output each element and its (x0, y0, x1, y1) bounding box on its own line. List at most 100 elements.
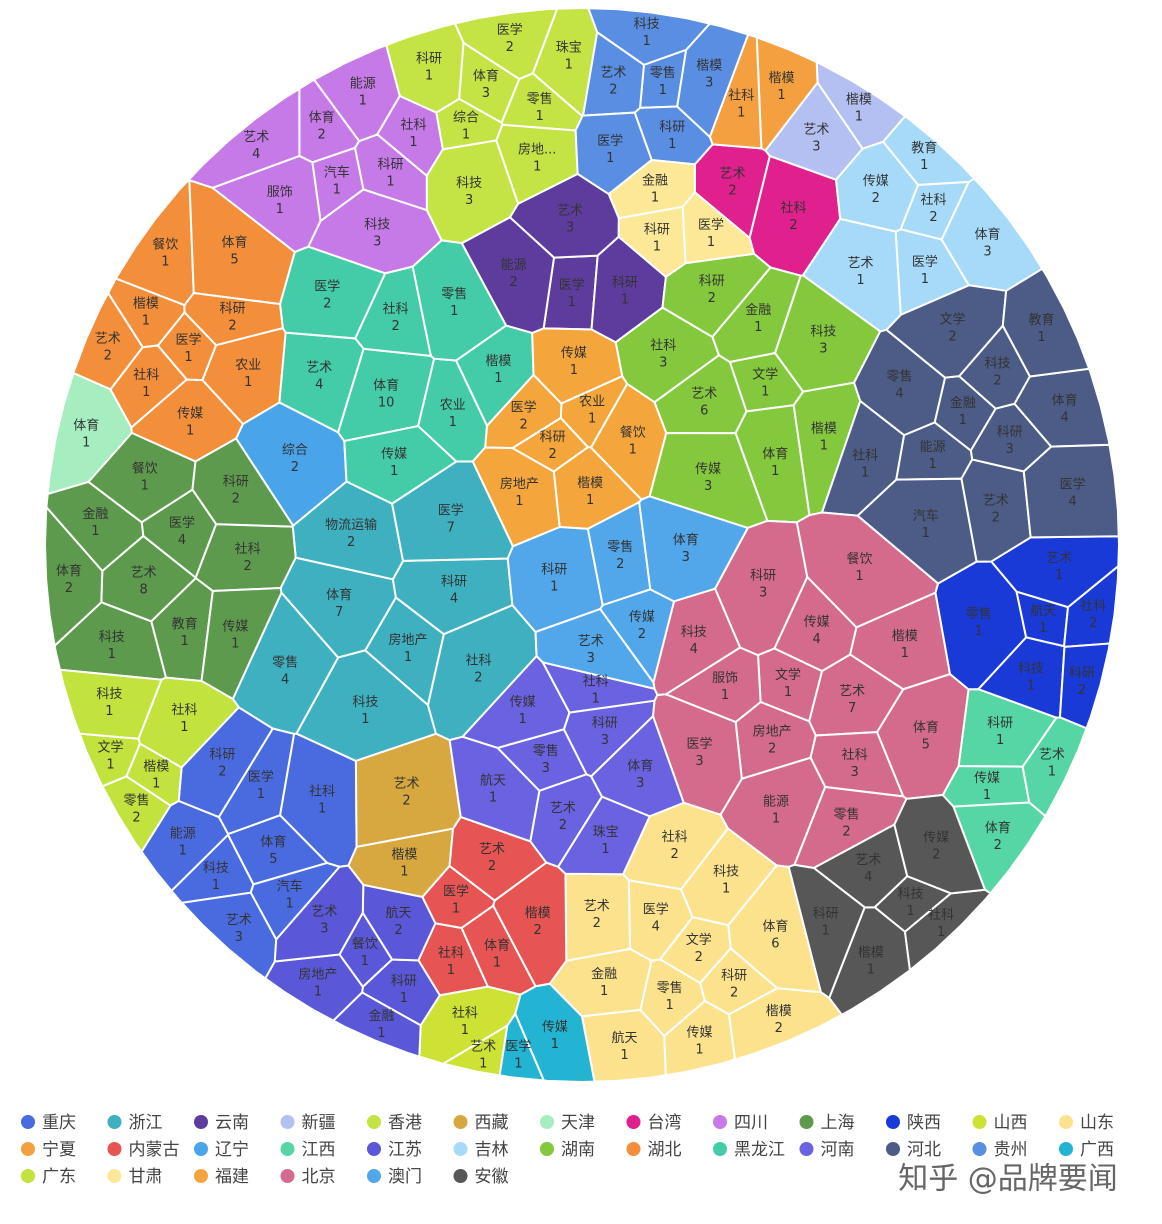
cell-value: 4 (252, 147, 260, 162)
cell-category: 科技 (364, 218, 390, 233)
cell-value: 4 (1068, 495, 1076, 510)
cell-value: 1 (592, 692, 600, 707)
cell-value: 1 (142, 314, 150, 329)
cell-category: 科研 (612, 276, 638, 291)
cell-value: 3 (373, 235, 381, 250)
cell-value: 1 (568, 295, 576, 310)
legend-swatch (972, 1115, 987, 1129)
cell-category: 楷模 (391, 847, 417, 862)
cell-value: 3 (812, 140, 820, 155)
cell-value: 5 (922, 738, 930, 753)
cell-category: 体育 (326, 587, 352, 603)
cell-value: 1 (983, 788, 991, 803)
cell-value: 1 (861, 466, 869, 481)
cell-value: 2 (474, 671, 482, 686)
cell-category: 医学 (314, 278, 340, 294)
cell-value: 1 (462, 127, 470, 142)
cell-value: 1 (493, 956, 501, 971)
cell-category: 零售 (533, 743, 559, 759)
cell-category: 艺术 (600, 65, 626, 80)
legend-label: 河北 (907, 1140, 941, 1160)
cell-value: 1 (231, 636, 239, 651)
cell-value: 3 (566, 220, 574, 235)
legend-label: 福建 (215, 1167, 249, 1187)
legend-label: 浙江 (129, 1113, 163, 1133)
cell-value: 1 (361, 954, 369, 969)
cell-value: 7 (848, 701, 856, 716)
cell (1058, 642, 1111, 730)
cell-category: 社科 (465, 653, 491, 669)
cell-category: 综合 (282, 443, 308, 458)
cell-category: 楷模 (858, 945, 884, 960)
legend-label: 甘肃 (129, 1167, 163, 1187)
cell-category: 科研 (223, 474, 249, 489)
cell-category: 楷模 (768, 71, 794, 86)
legend-swatch (799, 1115, 814, 1129)
cell-value: 3 (695, 754, 703, 769)
cell (498, 1011, 546, 1082)
cell-category: 科研 (987, 716, 1013, 731)
cell-value: 1 (449, 415, 457, 430)
cell-category: 艺术 (226, 913, 252, 928)
cell-value: 1 (922, 526, 930, 541)
legend-swatch (713, 1115, 727, 1129)
cell-value: 2 (768, 741, 776, 756)
cell-value: 1 (761, 385, 769, 400)
cell-category: 金融 (950, 395, 976, 411)
cell-value: 2 (228, 319, 236, 334)
cell-category: 体育 (56, 563, 82, 579)
cell-category: 社科 (920, 192, 946, 208)
cell-category: 餐饮 (352, 936, 378, 952)
cell-category: 体育 (1052, 392, 1078, 408)
cell-category: 金融 (591, 966, 617, 982)
cell-value: 3 (482, 86, 490, 101)
cell-value: 1 (666, 998, 674, 1013)
legend-swatch (21, 1142, 35, 1156)
cell-category: 艺术 (848, 256, 874, 271)
cell-category: 艺术 (470, 1040, 496, 1055)
cell-value: 2 (1089, 616, 1097, 631)
cell (787, 863, 866, 1000)
cell-value: 2 (609, 82, 617, 97)
cell-category: 科研 (378, 158, 404, 173)
cell-category: 社科 (662, 829, 688, 845)
cell (506, 526, 604, 634)
cell-value: 3 (850, 765, 858, 780)
cell-value: 1 (565, 58, 573, 73)
cell (273, 864, 365, 963)
cell-value: 4 (281, 672, 289, 687)
cell-category: 医学 (438, 503, 464, 519)
cell-value: 1 (359, 93, 367, 108)
cell-category: 社科 (781, 200, 807, 216)
cell-value: 1 (620, 1048, 628, 1063)
cell (137, 676, 241, 769)
cell-category: 科研 (644, 223, 670, 238)
cell-value: 1 (707, 235, 715, 250)
cell-category: 医学 (169, 515, 195, 531)
cell-value: 1 (937, 925, 945, 940)
cell-value: 1 (390, 464, 398, 479)
cell-category: 文学 (752, 367, 778, 383)
cell-value: 1 (721, 688, 729, 703)
cell-value: 1 (920, 158, 928, 173)
legend-swatch (107, 1115, 122, 1129)
cell-category: 汽车 (913, 508, 939, 524)
cell-value: 1 (141, 479, 149, 494)
cell-category: 社科 (842, 747, 868, 763)
cell-category: 楷模 (696, 59, 722, 74)
cell-value: 1 (404, 650, 412, 665)
cell-value: 1 (318, 802, 326, 817)
cell (194, 523, 297, 592)
cell-category: 艺术 (131, 565, 157, 580)
cell-category: 艺术 (550, 801, 576, 816)
cell-value: 2 (616, 557, 624, 572)
cell-category: 金融 (642, 172, 668, 188)
cell-category: 艺术 (803, 123, 829, 138)
cell-category: 体育 (762, 446, 788, 462)
cell-category: 艺术 (720, 167, 746, 182)
legend-label: 陕西 (907, 1113, 941, 1133)
legend-label: 江西 (302, 1140, 336, 1160)
cell-category: 服饰 (267, 185, 293, 200)
cell-value: 2 (670, 847, 678, 862)
cell-category: 楷模 (811, 421, 837, 436)
